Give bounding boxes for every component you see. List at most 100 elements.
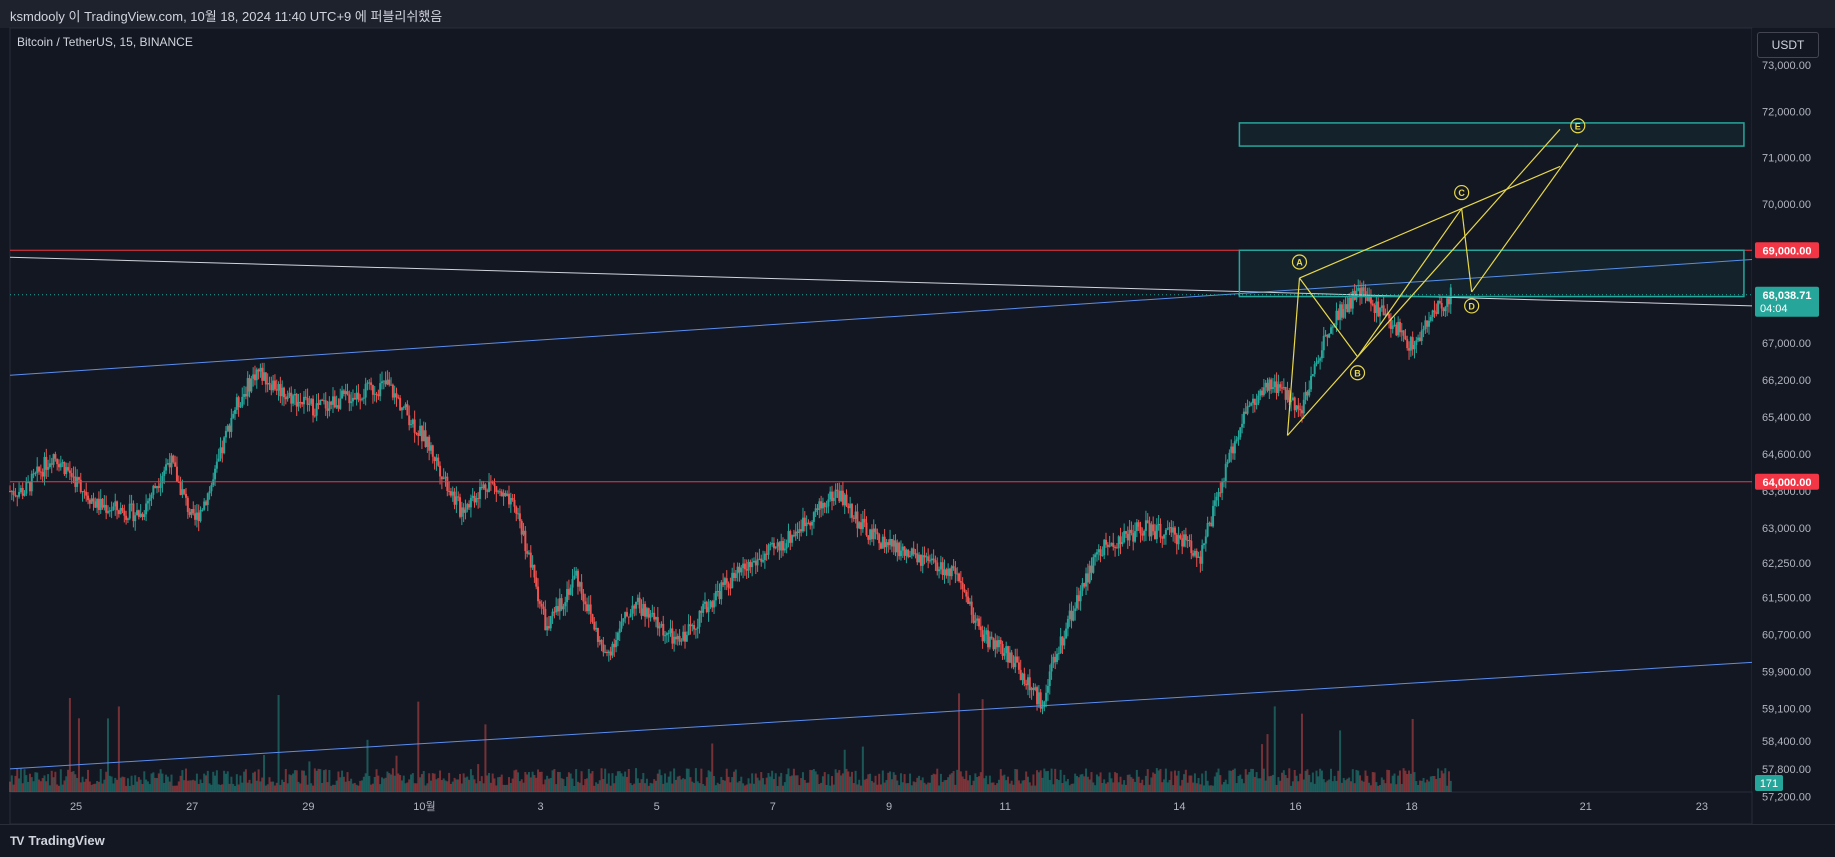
candle-body (110, 509, 113, 511)
volume-bar (440, 780, 443, 792)
candle-body (417, 433, 420, 436)
volume-bar (1017, 780, 1020, 792)
volume-bar (1081, 774, 1084, 792)
volume-bar (678, 775, 681, 792)
volume-bar (1288, 768, 1291, 792)
volume-bar (464, 777, 467, 792)
candle-body (582, 593, 585, 602)
currency-unit-button[interactable]: USDT (1757, 32, 1819, 58)
volume-bar (1404, 770, 1407, 792)
candle-body (203, 501, 206, 510)
volume-bar (673, 768, 676, 792)
trend-line (9, 661, 1753, 770)
candle-body (803, 517, 806, 527)
candle-body (921, 555, 924, 566)
candle-body (449, 491, 452, 496)
volume-bar (1406, 774, 1409, 792)
price-chart[interactable]: 73,000.0072,000.0071,000.0070,000.0067,0… (0, 0, 1835, 824)
candle-body (1447, 298, 1450, 305)
volume-bar (1106, 782, 1109, 792)
candle-body (1212, 505, 1215, 527)
volume-bar (482, 783, 485, 792)
volume-bar (522, 782, 525, 792)
candle-body (1393, 324, 1396, 326)
candle-body (132, 503, 135, 522)
volume-bar (331, 784, 334, 792)
volume-bar (103, 779, 106, 792)
volume-bar (212, 771, 215, 792)
volume-bar (1281, 772, 1284, 792)
candle-body (292, 395, 295, 404)
volume-bar (925, 784, 928, 792)
volume-bar (96, 780, 99, 792)
candle-body (491, 481, 494, 484)
volume-bar (625, 776, 628, 792)
volume-bar (141, 783, 144, 792)
volume-bar (92, 784, 95, 792)
candle-body (1097, 549, 1100, 553)
candle-body (713, 600, 716, 608)
candle-body (393, 393, 396, 398)
volume-bar (16, 768, 19, 792)
candle-body (188, 512, 191, 515)
pattern-point-label: C (1458, 188, 1465, 198)
candle-body (616, 632, 619, 641)
candle-body (1021, 673, 1024, 681)
candle-body (157, 486, 160, 488)
volume-bar (19, 768, 22, 792)
candle-body (1389, 318, 1392, 329)
volume-bar (841, 773, 844, 792)
candle-body (511, 497, 514, 500)
volume-bar (1340, 782, 1343, 792)
volume-bar (1297, 781, 1300, 792)
volume-bar (1175, 775, 1178, 792)
volume-bar (1246, 774, 1249, 792)
candle-body (194, 513, 197, 520)
volume-bar (669, 771, 672, 792)
candles (9, 279, 1452, 715)
volume-bar (850, 771, 853, 792)
volume-bar (399, 775, 402, 792)
volume-bar (983, 778, 986, 792)
candle-body (1275, 381, 1278, 394)
candle-body (1190, 540, 1193, 554)
volume-bar (390, 774, 393, 792)
candle-body (952, 566, 955, 569)
volume-bar (1279, 780, 1282, 792)
volume-bar (794, 775, 797, 792)
candle-body (736, 566, 739, 574)
volume-bar (43, 775, 46, 792)
volume-bar (230, 776, 233, 792)
candle-body (792, 535, 795, 537)
candle-body (411, 419, 414, 425)
candle-body (175, 466, 178, 482)
candle-body (30, 473, 33, 492)
candle-body (1046, 686, 1049, 693)
candle-body (264, 372, 267, 385)
volume-bar (1364, 770, 1367, 792)
volume-bar (1003, 774, 1006, 792)
volume-bar (488, 772, 491, 792)
volume-bar (569, 773, 572, 792)
candle-body (473, 495, 476, 503)
volume-bar (611, 773, 614, 792)
candle-body (894, 540, 897, 553)
volume-bar (368, 775, 371, 792)
candle-body (1388, 313, 1391, 319)
candle-body (649, 614, 652, 618)
volume-bar (444, 780, 447, 792)
volume-bar (204, 775, 207, 792)
candle-body (1115, 547, 1118, 549)
candle-body (235, 397, 238, 410)
volume-bar (589, 773, 592, 792)
candle-body (885, 542, 888, 548)
tradingview-logo[interactable]: TV TradingView (10, 833, 105, 848)
candle-body (155, 486, 158, 489)
volume-bar (348, 781, 351, 792)
candle-body (1177, 535, 1180, 545)
volume-bar (1021, 780, 1024, 792)
candle-body (1268, 379, 1271, 391)
candle-body (1083, 582, 1086, 587)
volume-bar (787, 768, 790, 792)
volume-bar (85, 778, 88, 792)
